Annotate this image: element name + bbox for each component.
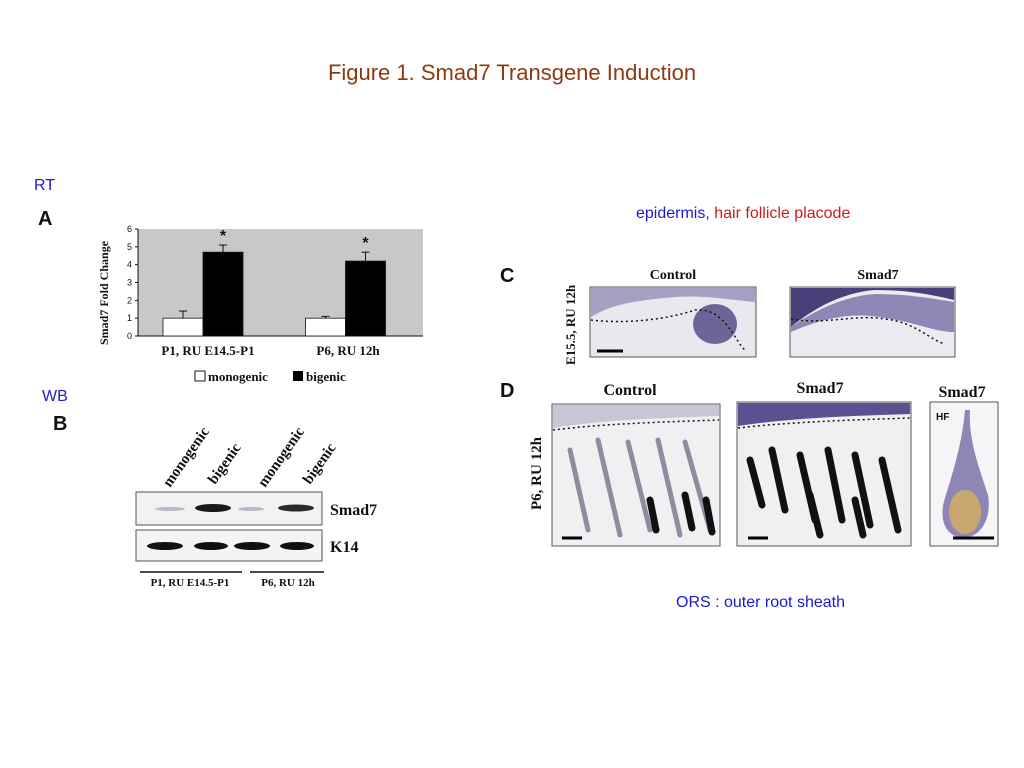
- y-tick-label: 2: [127, 295, 132, 305]
- ors-note: ORS : outer root sheath: [676, 594, 845, 611]
- page-title: Figure 1. Smad7 Transgene Induction: [327, 60, 697, 85]
- legend-label-monogenic: monogenic: [208, 369, 268, 384]
- hf-label: HF: [936, 412, 949, 423]
- y-tick-label: 0: [127, 331, 132, 341]
- significance-marker: *: [220, 228, 227, 245]
- column-label-smad7: Smad7: [796, 380, 843, 397]
- epidermis-label: epidermis: [636, 205, 706, 222]
- significance-marker: *: [362, 235, 369, 252]
- lane-label-4: bigenic: [300, 440, 340, 487]
- group-label-p6: P6, RU 12h: [261, 577, 314, 589]
- micrograph-smad7-p6: [736, 401, 912, 547]
- column-label-control: Control: [603, 382, 657, 399]
- band: [155, 507, 185, 511]
- panel-b-letter: B: [53, 413, 68, 435]
- bar-bigenic-2: [345, 260, 386, 337]
- band-label-k14: K14: [330, 539, 358, 556]
- hair-follicle-placode-label: hair follicle placode: [709, 205, 851, 222]
- legend-swatch-bigenic: [293, 371, 303, 381]
- legend-label-bigenic: bigenic: [306, 369, 346, 384]
- band: [147, 542, 183, 550]
- band: [195, 504, 231, 512]
- side-label-e15: E15.5, RU 12h: [563, 284, 578, 365]
- panel-d-micrographs: P6, RU 12h Control Smad7 Smad7: [529, 380, 999, 547]
- y-axis-label: Smad7 Fold Change: [97, 240, 111, 345]
- placode-note: epidermis, hair follicle placode: [636, 205, 850, 223]
- panel-c-micrographs: E15.5, RU 12h Control Smad7: [563, 268, 956, 365]
- micrograph-control-e15: [589, 286, 757, 358]
- panel-b-western-blot: monogenic bigenic monogenic bigenic Smad…: [135, 424, 377, 589]
- micrograph-control-p6: [551, 403, 721, 547]
- column-label-control: Control: [650, 268, 697, 283]
- y-tick-label: 5: [127, 242, 132, 252]
- micrograph-smad7-hair-follicle: HF: [929, 401, 999, 547]
- bar-monogenic-1: [162, 317, 204, 337]
- panel-a-letter: A: [38, 208, 53, 230]
- comma: ,: [705, 205, 710, 222]
- lane-label-3: monogenic: [255, 424, 308, 490]
- bar-monogenic-2: [305, 317, 346, 337]
- rt-label: RT: [34, 177, 56, 194]
- band: [278, 504, 314, 512]
- column-label-smad7-hf: Smad7: [938, 384, 985, 401]
- lane-label-2: bigenic: [205, 440, 245, 487]
- panel-c-letter: C: [500, 265, 515, 287]
- wb-label: WB: [42, 388, 68, 405]
- band: [234, 542, 270, 550]
- micrograph-smad7-e15: [789, 286, 956, 358]
- side-label-p6: P6, RU 12h: [529, 436, 545, 510]
- group-label-p1: P1, RU E14.5-P1: [151, 577, 230, 589]
- bar-bigenic-1: [202, 251, 244, 337]
- legend-swatch-monogenic: [194, 370, 206, 382]
- band-label-smad7: Smad7: [330, 502, 377, 519]
- panel-d-letter: D: [500, 380, 515, 402]
- category-label-p6: P6, RU 12h: [316, 343, 380, 358]
- y-tick-label: 3: [127, 278, 132, 288]
- lane-label-1: monogenic: [160, 424, 213, 490]
- y-tick-label: 1: [127, 313, 132, 323]
- band: [280, 542, 314, 550]
- column-label-smad7: Smad7: [857, 268, 898, 283]
- band: [194, 542, 228, 550]
- panel-a-chart: Smad7 Fold Change 0 1 2 3 4 5 6 * * P1, RU E14.5…: [97, 224, 423, 384]
- y-tick-label: 6: [127, 224, 132, 234]
- y-tick-label: 4: [127, 260, 132, 270]
- category-label-p1: P1, RU E14.5-P1: [161, 343, 254, 358]
- band: [238, 507, 264, 511]
